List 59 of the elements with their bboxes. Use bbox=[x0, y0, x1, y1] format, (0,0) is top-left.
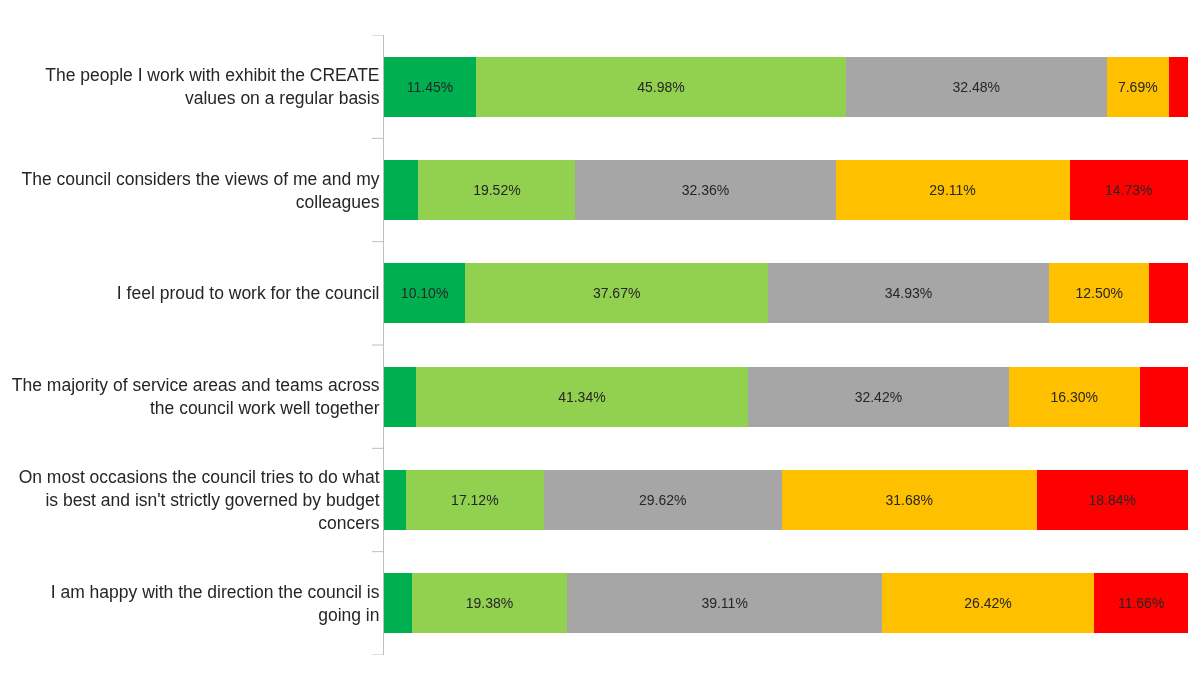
data-label: 19.52% bbox=[473, 182, 521, 198]
bar bbox=[384, 56, 477, 117]
data-label: 34.93% bbox=[884, 285, 933, 302]
data-label: 11.45% bbox=[406, 78, 454, 95]
bar bbox=[384, 573, 412, 634]
bar bbox=[845, 56, 1107, 117]
bar bbox=[1036, 470, 1188, 530]
data-label: 32.36% bbox=[681, 182, 730, 198]
bar bbox=[1106, 56, 1169, 117]
data-label: 16.30% bbox=[1050, 388, 1098, 405]
bar bbox=[881, 573, 1095, 634]
data-label: 26.42% bbox=[964, 595, 1012, 612]
data-label: 12.50% bbox=[1075, 285, 1123, 302]
data-label: 14.73% bbox=[1105, 182, 1153, 198]
bar bbox=[567, 573, 882, 634]
bar bbox=[384, 263, 466, 324]
bar bbox=[384, 470, 407, 530]
bar bbox=[1048, 263, 1150, 324]
bar bbox=[835, 160, 1070, 220]
y-tick-label: I am happy with the direction the council is going in bbox=[50, 582, 380, 625]
bar bbox=[465, 263, 769, 324]
bar bbox=[415, 366, 749, 427]
bar bbox=[781, 470, 1037, 530]
bar bbox=[1139, 366, 1188, 427]
y-tick-label: The majority of service areas and teams across the council work well together bbox=[11, 375, 380, 419]
data-label: 10.10% bbox=[400, 285, 449, 302]
bar bbox=[411, 573, 568, 634]
data-label: 32.48% bbox=[952, 78, 1001, 95]
bar bbox=[384, 160, 419, 220]
data-label: 31.68% bbox=[885, 492, 933, 508]
data-label: 39.11% bbox=[701, 595, 748, 612]
y-tick-label: On most occasions the council tries to do what is best and isn't strictly governed by budget concers bbox=[18, 467, 380, 533]
bar bbox=[384, 366, 416, 427]
bar bbox=[1069, 160, 1188, 220]
bar bbox=[748, 366, 1009, 427]
y-tick-label: The council considers the views of me and my colleagues bbox=[21, 168, 380, 212]
bar bbox=[1149, 263, 1188, 324]
bar bbox=[543, 470, 782, 530]
data-label: 29.11% bbox=[929, 182, 976, 198]
bar bbox=[418, 160, 576, 220]
data-label: 37.67% bbox=[592, 285, 641, 302]
data-label: 7.69% bbox=[1117, 78, 1158, 95]
data-label: 11.66% bbox=[1117, 595, 1165, 612]
bar bbox=[1008, 366, 1140, 427]
bar bbox=[476, 56, 846, 117]
data-label: 32.42% bbox=[854, 388, 903, 405]
data-label: 29.62% bbox=[639, 492, 687, 508]
y-tick-label: The people I work with exhibit the CREATE values on a regular basis bbox=[45, 65, 380, 109]
bar bbox=[406, 470, 544, 530]
bar bbox=[1168, 56, 1188, 117]
data-label: 18.84% bbox=[1088, 492, 1137, 508]
data-label: 19.38% bbox=[465, 595, 514, 612]
data-label: 41.34% bbox=[558, 388, 606, 405]
bar bbox=[768, 263, 1049, 324]
data-label: 45.98% bbox=[637, 78, 685, 95]
bar bbox=[575, 160, 836, 220]
y-tick-label: I feel proud to work for the council bbox=[116, 283, 380, 304]
data-label: 17.12% bbox=[451, 492, 499, 508]
bar bbox=[1094, 573, 1188, 634]
